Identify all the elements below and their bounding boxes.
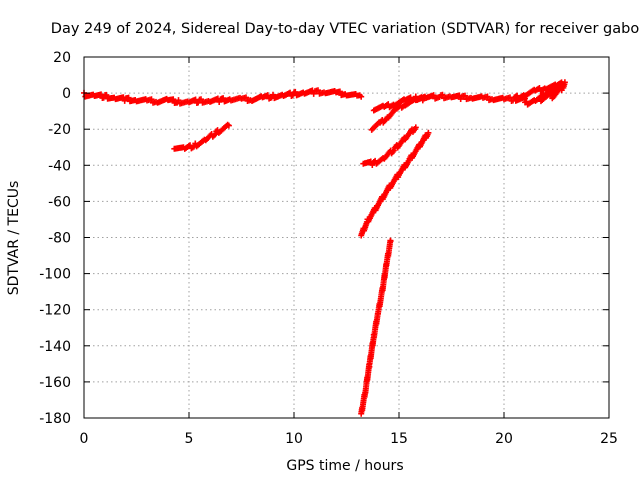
data-point — [198, 96, 204, 103]
y-tick-label: -140 — [39, 339, 71, 355]
y-tick-label: -120 — [39, 303, 71, 319]
data-series — [360, 124, 419, 169]
data-point — [212, 131, 219, 138]
data-point — [103, 91, 110, 98]
data-point — [336, 88, 343, 95]
data-point — [484, 93, 491, 100]
x-tick-label: 5 — [185, 431, 194, 447]
data-point — [148, 96, 155, 103]
x-axis-label: GPS time / hours — [286, 458, 403, 474]
data-series — [81, 87, 365, 107]
chart-title: Day 249 of 2024, Sidereal Day-to-day VTE… — [51, 21, 640, 37]
data-point — [315, 87, 321, 94]
data-point — [170, 96, 177, 103]
data-points — [81, 79, 568, 417]
data-point — [439, 91, 446, 98]
data-series — [358, 237, 394, 417]
y-tick-label: -60 — [48, 194, 71, 210]
y-tick-label: 0 — [62, 86, 71, 102]
data-point — [369, 162, 376, 169]
y-tick-label: -160 — [39, 375, 71, 391]
data-point — [421, 95, 428, 102]
data-point — [225, 122, 232, 129]
y-tick-label: -180 — [39, 411, 71, 427]
data-point — [175, 97, 182, 104]
x-tick-label: 0 — [80, 431, 89, 447]
data-point — [243, 94, 249, 101]
y-tick-label: -80 — [48, 231, 71, 247]
y-axis-label: SDTVAR / TECUs — [6, 181, 22, 296]
data-point — [462, 92, 468, 99]
x-tick-label: 10 — [285, 431, 303, 447]
y-tick-label: -100 — [39, 267, 71, 283]
data-point — [425, 129, 432, 136]
data-series — [549, 79, 568, 102]
axis-ticks: 20 0 -20 -40 -60 -80 -100 -120 -140 -160 -180 0 5 10 1… — [39, 50, 618, 447]
x-tick-label: 25 — [600, 431, 618, 447]
y-tick-label: -40 — [48, 158, 71, 174]
x-tick-label: 15 — [390, 431, 408, 447]
y-tick-label: -20 — [48, 122, 71, 138]
data-point — [125, 94, 132, 101]
data-point — [412, 124, 419, 131]
y-tick-label: 20 — [53, 50, 71, 66]
gridlines — [84, 57, 609, 418]
data-point — [561, 79, 568, 86]
x-tick-label: 20 — [495, 431, 513, 447]
data-point — [430, 92, 437, 99]
data-point — [358, 93, 365, 100]
data-series — [368, 94, 428, 133]
data-point — [387, 238, 394, 245]
data-series — [358, 129, 432, 239]
data-series — [171, 121, 232, 152]
